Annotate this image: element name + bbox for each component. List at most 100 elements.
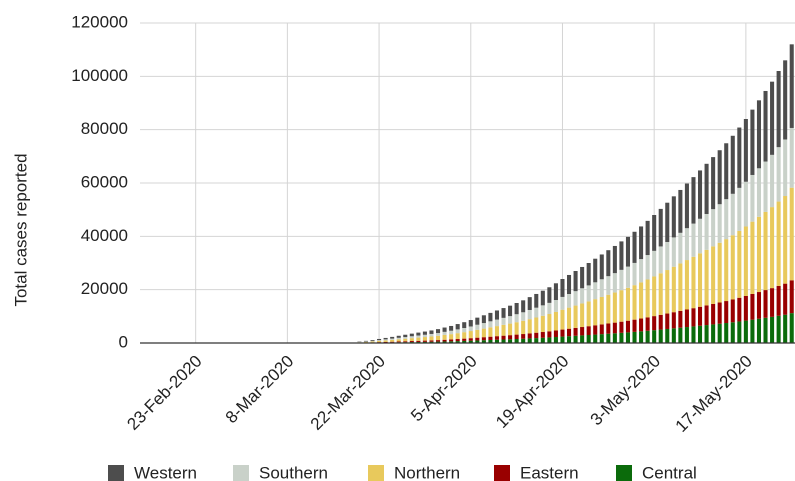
- bar-segment: [639, 282, 644, 319]
- legend-swatch: [616, 465, 632, 481]
- bar-segment: [455, 333, 460, 340]
- bar-segment: [619, 241, 624, 270]
- bar-segment: [501, 324, 506, 336]
- bar-segment: [756, 216, 762, 293]
- bar-segment: [711, 157, 716, 210]
- bar-segment: [566, 294, 572, 308]
- bar-segment: [449, 325, 454, 331]
- bar-segment: [462, 338, 467, 341]
- bar-segment: [521, 338, 526, 343]
- bar-segment: [560, 296, 565, 310]
- bar-segment: [370, 340, 375, 341]
- bar-segment: [377, 340, 382, 341]
- bar-segment: [639, 226, 644, 260]
- bar-segment: [475, 329, 480, 338]
- bar-segment: [711, 303, 716, 325]
- bar-segment: [763, 317, 768, 343]
- bar-segment: [743, 181, 748, 227]
- bar-segment: [678, 189, 683, 233]
- bar-segment: [409, 336, 414, 339]
- bar-segment: [625, 287, 631, 321]
- y-tick-label: 120000: [71, 12, 128, 31]
- bar-segment: [724, 239, 729, 302]
- bar-segment: [593, 325, 598, 335]
- bar-segment: [560, 336, 565, 343]
- bar-segment: [540, 332, 545, 338]
- bar-segment: [625, 266, 631, 288]
- legend-label: Southern: [259, 463, 328, 481]
- bar-segment: [481, 323, 486, 329]
- bar-segment: [501, 308, 506, 318]
- bar-segment: [684, 228, 689, 261]
- x-tick-label: 19-Apr-2020: [492, 352, 572, 432]
- bar-segment: [684, 260, 689, 310]
- x-tick-label: 17-May-2020: [672, 352, 756, 436]
- bar-segment: [449, 341, 454, 343]
- bar-segment: [756, 100, 762, 169]
- bar-segment: [783, 314, 788, 343]
- bar-segment: [632, 262, 637, 286]
- bar-segment: [566, 307, 572, 329]
- bar-segment: [586, 301, 591, 327]
- y-tick-label: 100000: [71, 66, 128, 85]
- bar-segment: [658, 246, 663, 274]
- bar-segment: [488, 336, 493, 340]
- bar-segment: [599, 296, 604, 325]
- bar-segment: [560, 279, 565, 297]
- bar-segment: [783, 196, 788, 284]
- bar-segment: [599, 279, 604, 297]
- bar-segment: [632, 285, 637, 320]
- bar-segment: [770, 81, 775, 155]
- bar-segment: [494, 336, 500, 340]
- bar-segment: [449, 339, 454, 342]
- bar-segment: [429, 336, 434, 341]
- y-tick-label: 0: [119, 332, 128, 351]
- bar-segment: [717, 150, 722, 205]
- y-tick-label: 60000: [81, 172, 128, 191]
- bar-segment: [514, 334, 519, 339]
- bar-segment: [711, 246, 716, 304]
- bar-segment: [678, 327, 683, 343]
- bar-segment: [658, 208, 663, 247]
- bar-segment: [377, 340, 382, 343]
- bar-segment: [711, 324, 716, 343]
- bar-segment: [547, 331, 552, 338]
- bar-segment: [442, 341, 447, 343]
- bar-segment: [750, 221, 755, 294]
- bar-segment: [481, 315, 486, 324]
- y-tick-label: 80000: [81, 119, 128, 138]
- bar-segment: [580, 288, 585, 304]
- bar-segment: [514, 314, 519, 323]
- bar-segment: [566, 336, 572, 343]
- bar-segment: [652, 316, 657, 331]
- bar-segment: [783, 60, 788, 140]
- bar-segment: [678, 263, 683, 311]
- bar-segment: [776, 71, 781, 148]
- bar-segment: [370, 340, 375, 342]
- bar-segment: [547, 302, 552, 315]
- bar-segment: [468, 326, 473, 332]
- bar-segment: [717, 302, 722, 324]
- bar-segment: [619, 332, 624, 343]
- bar-segment: [599, 254, 604, 280]
- bar-segment: [724, 301, 729, 324]
- bar-segment: [684, 327, 689, 343]
- bar-segment: [730, 322, 735, 343]
- bar-segment: [449, 334, 454, 340]
- bar-segment: [704, 325, 709, 343]
- bar-segment: [678, 310, 683, 328]
- bar-segment: [383, 339, 388, 341]
- bar-segment: [429, 340, 434, 342]
- bar-segment: [645, 279, 650, 318]
- bar-segment: [390, 338, 395, 340]
- bar-segment: [724, 199, 729, 240]
- bar-segment: [390, 341, 395, 343]
- bar-segment: [468, 340, 473, 343]
- bar-segment: [776, 201, 781, 286]
- bar-segment: [606, 323, 611, 334]
- x-tick-label: 22-Mar-2020: [307, 352, 389, 434]
- bar-segment: [737, 297, 742, 322]
- bar-segment: [416, 337, 421, 341]
- bar-segment: [521, 320, 526, 335]
- bar-segment: [475, 317, 480, 325]
